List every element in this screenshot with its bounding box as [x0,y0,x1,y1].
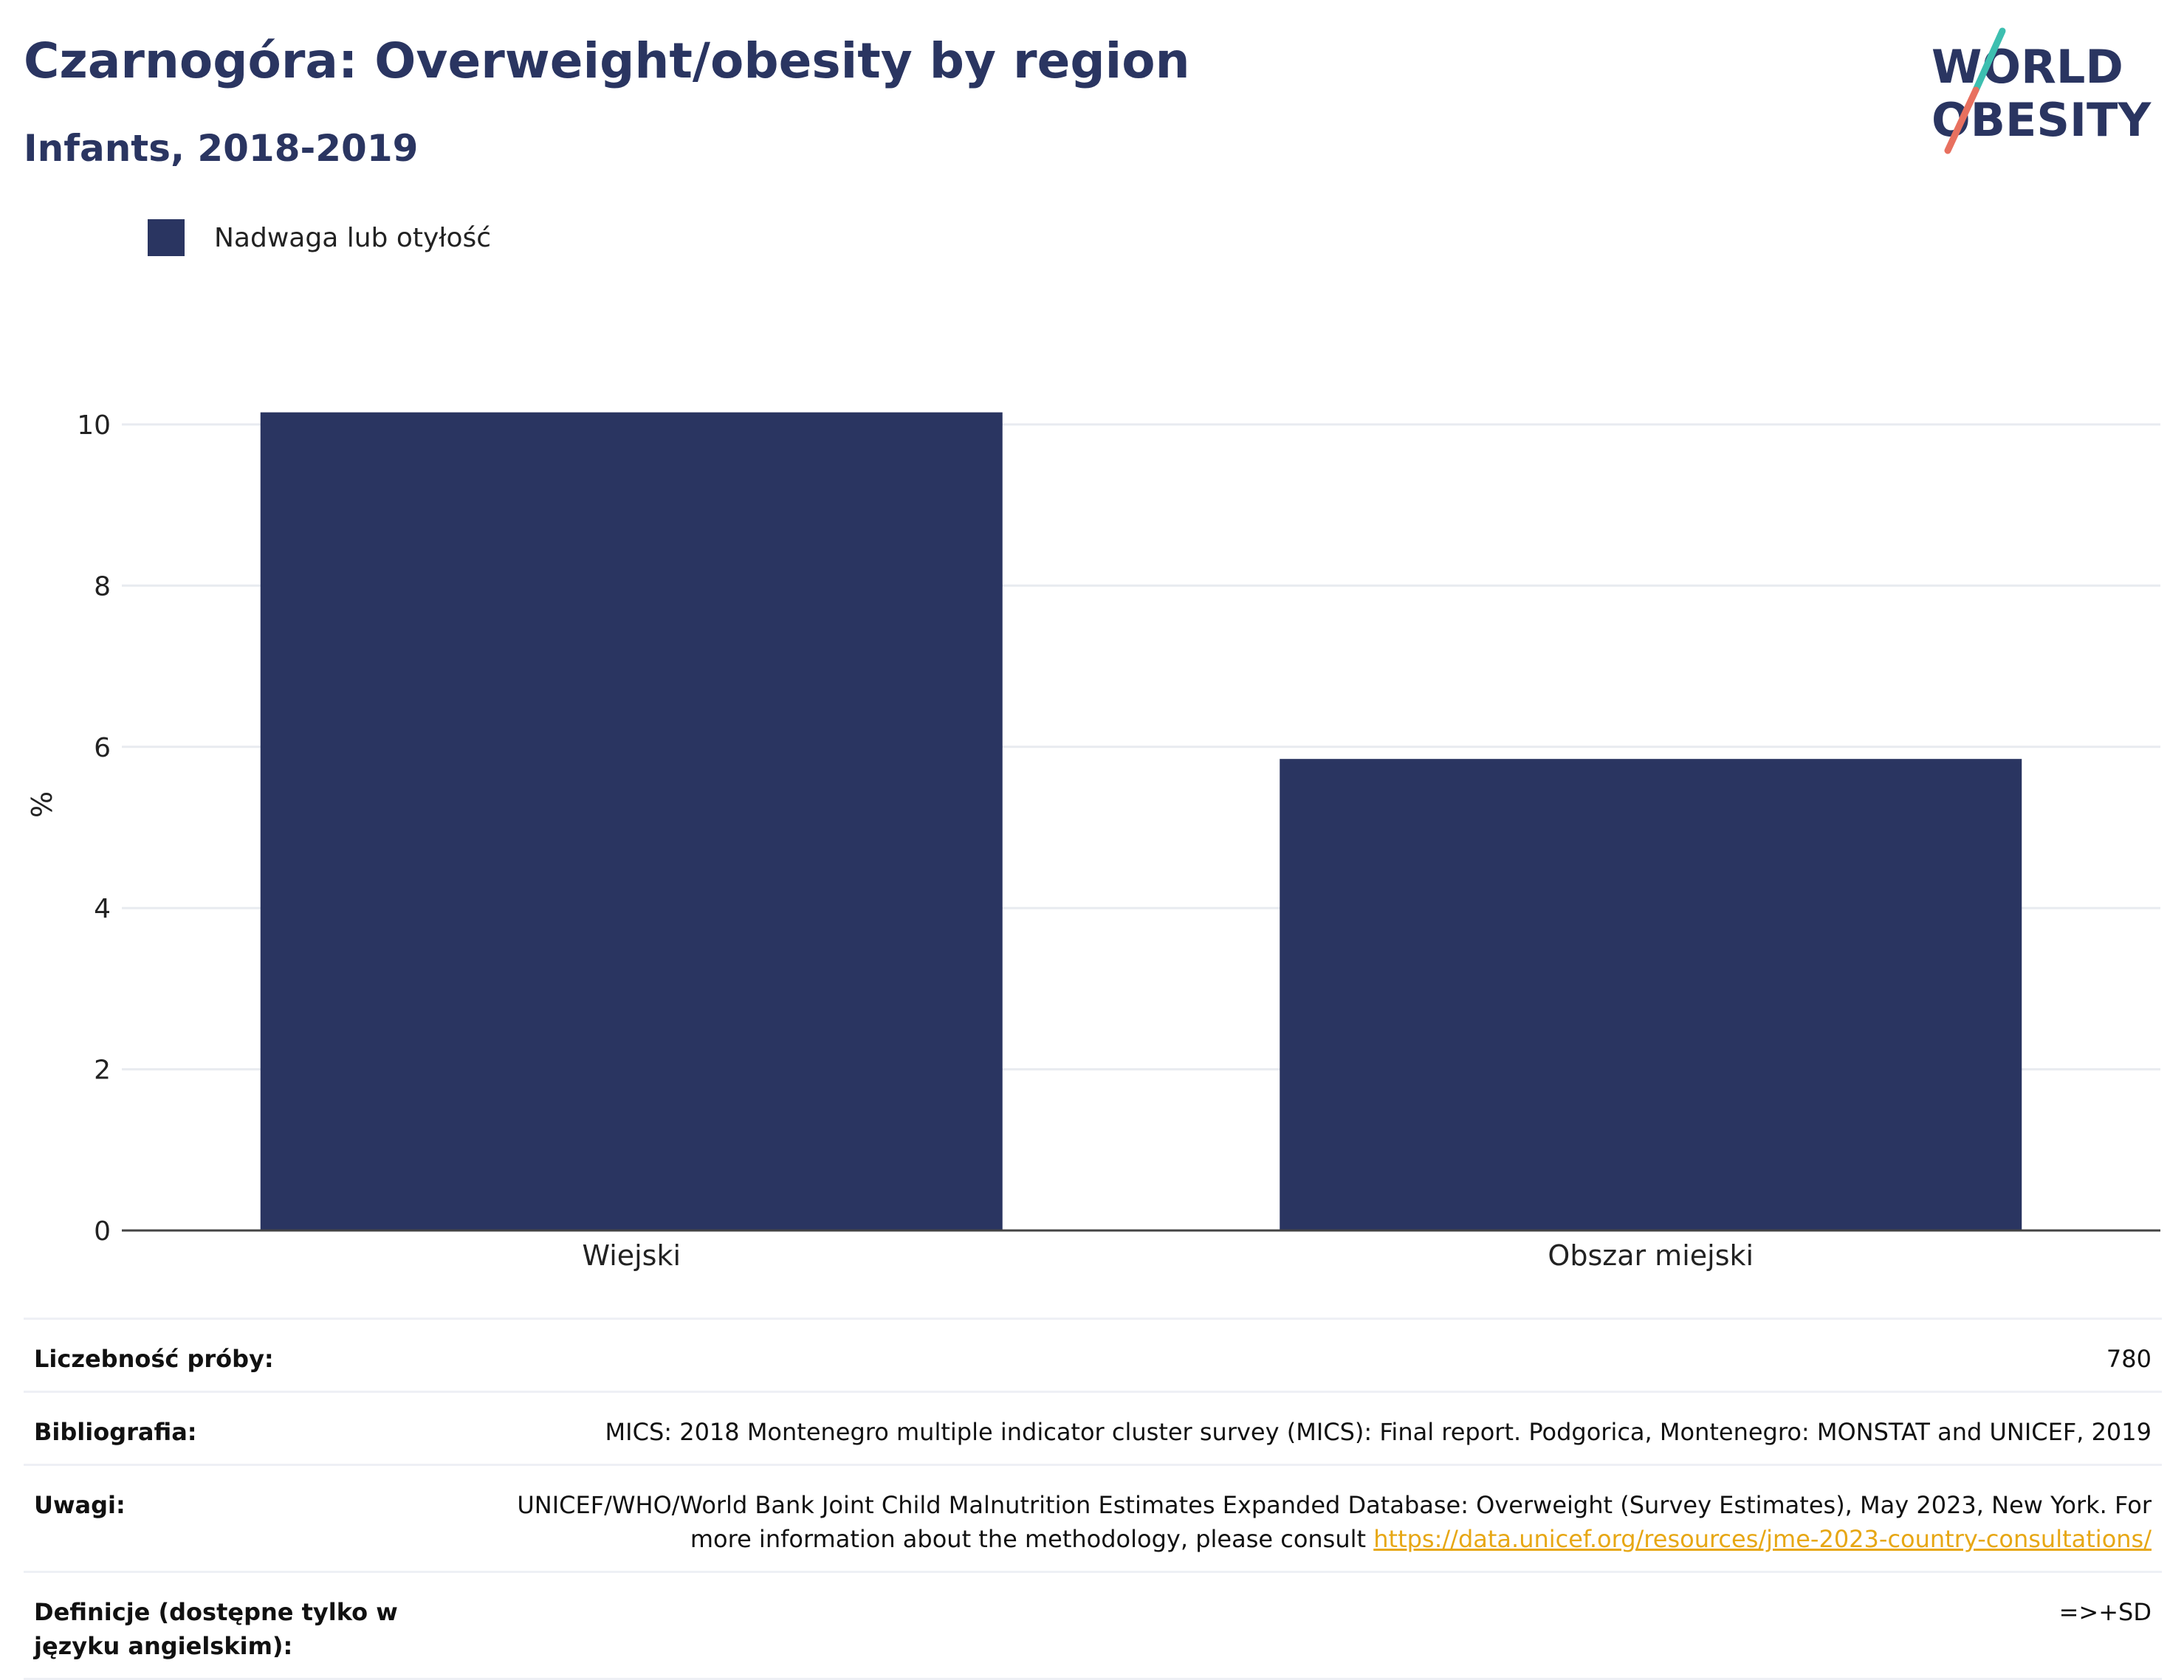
bar-obszar-miejski [1280,759,2022,1230]
legend[interactable]: Nadwaga lub otyłość [148,218,491,257]
bar-wiejski [260,412,1003,1230]
notes-text: UNICEF/WHO/World Bank Joint Child Malnut… [517,1491,2152,1553]
chart-title: Czarnogóra: Overweight/obesity by region [24,32,1190,89]
methodology-link[interactable]: https://data.unicef.org/resources/jme-20… [1373,1525,2152,1553]
meta-value: MICS: 2018 Montenegro multiple indicator… [487,1391,2162,1465]
y-tick-label: 10 [77,410,111,441]
bar-chart: 0 2 4 6 8 10 Wiejski Obszar miejski% [26,410,2160,1272]
legend-swatch [148,219,185,256]
meta-row-definitions: Definicje (dostępne tylko w języku angie… [24,1571,2162,1680]
meta-key: Bibliografia: [24,1391,487,1465]
meta-value: 780 [487,1318,2162,1392]
meta-key: Liczebność próby: [24,1318,487,1392]
meta-row-bibliography: Bibliografia: MICS: 2018 Montenegro mult… [24,1391,2162,1465]
logo-slash-bottom [1944,86,1979,154]
meta-row-sample-size: Liczebność próby: 780 [24,1318,2162,1392]
logo-slash-top [1972,27,2006,94]
world-obesity-logo: WORLD OBESITY [1931,27,2152,154]
y-tick-label: 4 [94,894,111,924]
meta-key: Definicje (dostępne tylko w języku angie… [24,1571,487,1680]
x-tick-label: Obszar miejski [1548,1239,1754,1272]
x-tick-label: Wiejski [582,1239,681,1272]
meta-key: Uwagi: [24,1464,487,1572]
logo-line1: WORLD [1931,40,2123,94]
meta-row-notes: Uwagi: UNICEF/WHO/World Bank Joint Child… [24,1464,2162,1572]
chart-subtitle: Infants, 2018-2019 [24,127,419,170]
meta-value: UNICEF/WHO/World Bank Joint Child Malnut… [487,1464,2162,1572]
y-axis-label: % [26,791,58,818]
y-tick-label: 6 [94,733,111,763]
y-tick-label: 2 [94,1056,111,1086]
meta-value: =>+SD [487,1571,2162,1680]
legend-label: Nadwaga lub otyłość [214,222,492,253]
y-tick-label: 0 [94,1216,111,1247]
metadata-table: Liczebność próby: 780 Bibliografia: MICS… [24,1318,2162,1680]
y-tick-label: 8 [94,571,111,602]
